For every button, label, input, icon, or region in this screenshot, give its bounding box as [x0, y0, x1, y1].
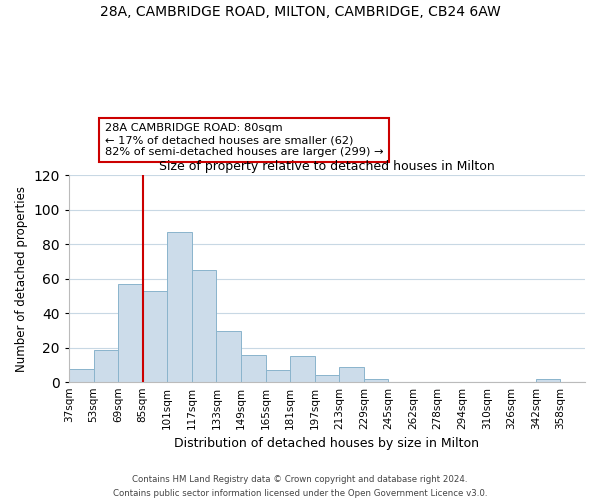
Bar — [536, 379, 560, 382]
Bar — [143, 291, 167, 382]
Text: 28A CAMBRIDGE ROAD: 80sqm
← 17% of detached houses are smaller (62)
82% of semi-: 28A CAMBRIDGE ROAD: 80sqm ← 17% of detac… — [105, 124, 383, 156]
Text: Contains HM Land Registry data © Crown copyright and database right 2024.: Contains HM Land Registry data © Crown c… — [132, 474, 468, 484]
Bar — [217, 330, 241, 382]
Bar — [94, 350, 118, 382]
Bar — [314, 376, 339, 382]
Bar — [290, 356, 314, 382]
Title: Size of property relative to detached houses in Milton: Size of property relative to detached ho… — [159, 160, 495, 172]
Text: 28A, CAMBRIDGE ROAD, MILTON, CAMBRIDGE, CB24 6AW: 28A, CAMBRIDGE ROAD, MILTON, CAMBRIDGE, … — [100, 5, 500, 19]
Text: Contains public sector information licensed under the Open Government Licence v3: Contains public sector information licen… — [113, 488, 487, 498]
Bar — [339, 367, 364, 382]
Bar — [192, 270, 217, 382]
Bar — [241, 355, 266, 382]
Bar — [69, 368, 94, 382]
Y-axis label: Number of detached properties: Number of detached properties — [15, 186, 28, 372]
Bar — [266, 370, 290, 382]
Bar — [167, 232, 192, 382]
Bar — [364, 379, 388, 382]
Bar — [118, 284, 143, 382]
X-axis label: Distribution of detached houses by size in Milton: Distribution of detached houses by size … — [175, 437, 479, 450]
